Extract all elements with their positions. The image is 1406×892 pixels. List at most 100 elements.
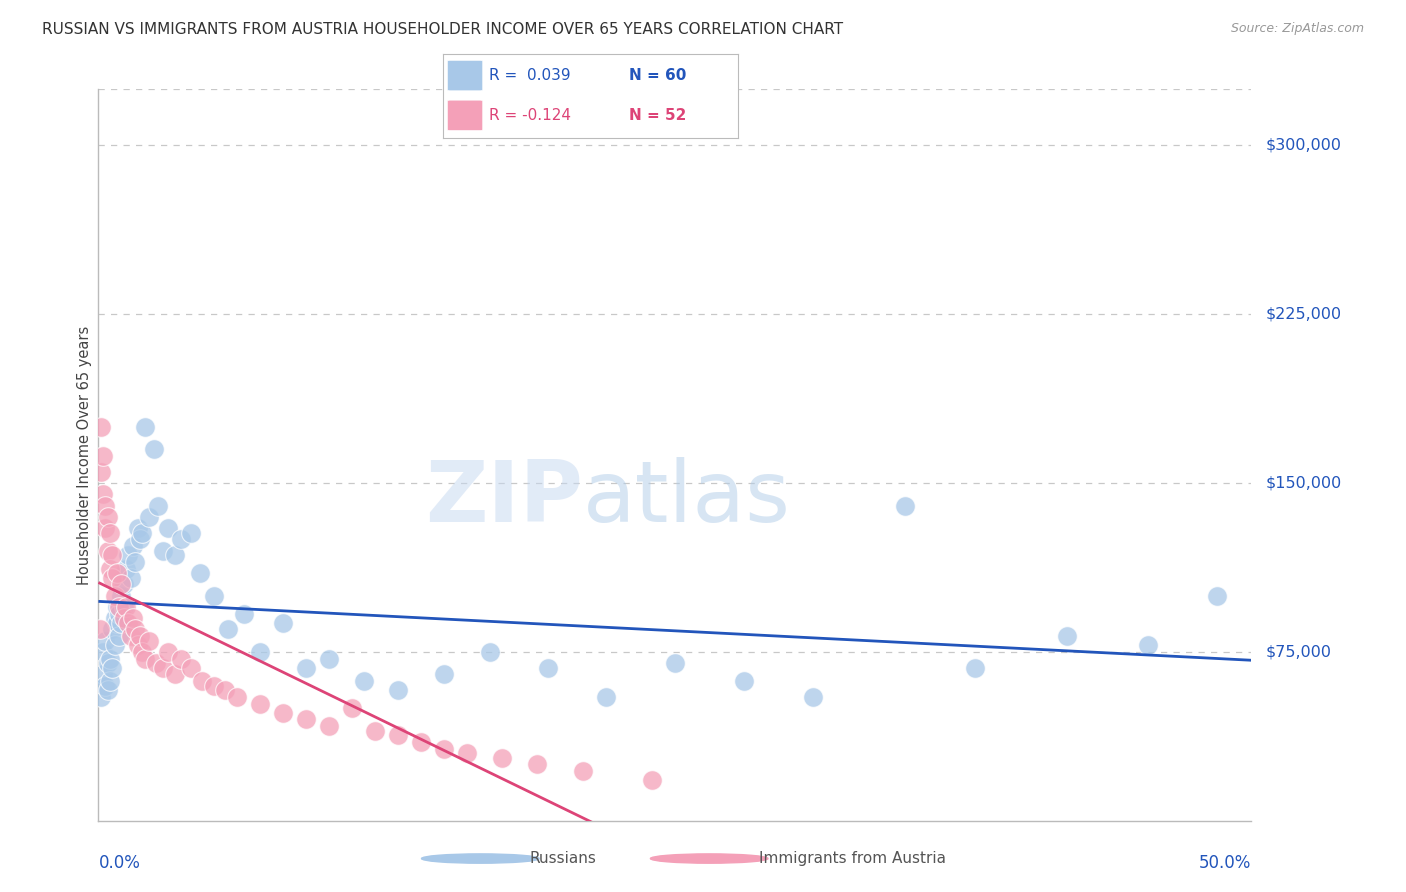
Point: [98, 525, 121, 540]
Point: [249, 645, 271, 659]
Text: RUSSIAN VS IMMIGRANTS FROM AUSTRIA HOUSEHOLDER INCOME OVER 65 YEARS CORRELATION : RUSSIAN VS IMMIGRANTS FROM AUSTRIA HOUSE…: [42, 22, 844, 37]
Point: [103, 638, 125, 652]
Point: [249, 697, 271, 711]
Point: [97, 509, 120, 524]
Point: [134, 651, 156, 665]
Point: [433, 667, 456, 681]
Point: [131, 525, 153, 540]
Point: [271, 706, 294, 720]
Point: [170, 533, 193, 547]
Point: [456, 746, 478, 760]
Point: [97, 656, 120, 670]
Point: [148, 499, 170, 513]
Point: [89, 623, 111, 637]
Point: [101, 548, 124, 562]
Point: [526, 757, 548, 772]
Point: [91, 667, 114, 681]
Point: [110, 589, 132, 603]
Point: [1136, 638, 1159, 652]
Point: [129, 629, 152, 643]
Point: [145, 656, 167, 670]
Point: [138, 509, 160, 524]
Point: [108, 607, 131, 621]
Point: [112, 611, 135, 625]
Text: R = -0.124: R = -0.124: [489, 108, 571, 123]
Point: [433, 741, 456, 756]
Point: [180, 525, 202, 540]
Point: [163, 667, 186, 681]
Point: [571, 764, 593, 778]
Point: [180, 660, 202, 674]
Point: [98, 674, 121, 689]
Point: [387, 728, 409, 742]
Point: [122, 539, 145, 553]
Point: [112, 577, 135, 591]
Point: [963, 660, 986, 674]
Point: [191, 674, 214, 689]
Text: R =  0.039: R = 0.039: [489, 68, 571, 83]
Text: atlas: atlas: [582, 458, 790, 541]
Point: [105, 566, 128, 580]
Point: [217, 623, 239, 637]
Point: [353, 674, 375, 689]
Point: [124, 623, 146, 637]
Point: [90, 465, 112, 479]
Point: [1056, 629, 1078, 643]
Point: [156, 645, 179, 659]
Point: [103, 611, 125, 625]
Point: [271, 615, 294, 630]
Point: [232, 607, 254, 621]
Point: [163, 548, 186, 562]
Text: 0.0%: 0.0%: [98, 854, 141, 871]
Point: [152, 660, 174, 674]
Text: N = 52: N = 52: [628, 108, 686, 123]
Point: [97, 543, 120, 558]
Point: [491, 750, 513, 764]
Point: [801, 690, 824, 704]
Point: [142, 442, 165, 457]
Point: [295, 712, 318, 726]
Point: [105, 615, 128, 630]
Point: [90, 419, 112, 434]
FancyBboxPatch shape: [447, 61, 482, 91]
Point: [101, 660, 124, 674]
FancyBboxPatch shape: [447, 100, 482, 130]
Point: [94, 679, 117, 693]
Point: [98, 561, 121, 575]
Point: [122, 611, 145, 625]
Point: [134, 419, 156, 434]
Point: [411, 735, 433, 749]
Point: [101, 571, 124, 585]
Point: [120, 629, 142, 643]
Point: [110, 577, 132, 591]
Point: [202, 589, 225, 603]
Point: [131, 645, 153, 659]
Point: [94, 499, 117, 513]
Point: [124, 555, 146, 569]
Point: [340, 701, 363, 715]
Point: [295, 660, 318, 674]
Point: [479, 645, 502, 659]
Point: [101, 623, 124, 637]
Point: [894, 499, 917, 513]
Text: $225,000: $225,000: [1265, 307, 1341, 322]
Point: [170, 651, 193, 665]
Circle shape: [651, 854, 768, 863]
Point: [127, 638, 149, 652]
Point: [202, 679, 225, 693]
Text: Russians: Russians: [530, 851, 596, 866]
Point: [120, 571, 142, 585]
Point: [127, 521, 149, 535]
Point: [387, 683, 409, 698]
Point: [733, 674, 755, 689]
Point: [90, 690, 112, 704]
Point: [94, 521, 117, 535]
Text: N = 60: N = 60: [628, 68, 686, 83]
Point: [105, 599, 128, 614]
Point: [112, 599, 135, 614]
Point: [103, 589, 125, 603]
Point: [110, 615, 132, 630]
Point: [117, 548, 139, 562]
Text: Immigrants from Austria: Immigrants from Austria: [759, 851, 946, 866]
Point: [108, 629, 131, 643]
